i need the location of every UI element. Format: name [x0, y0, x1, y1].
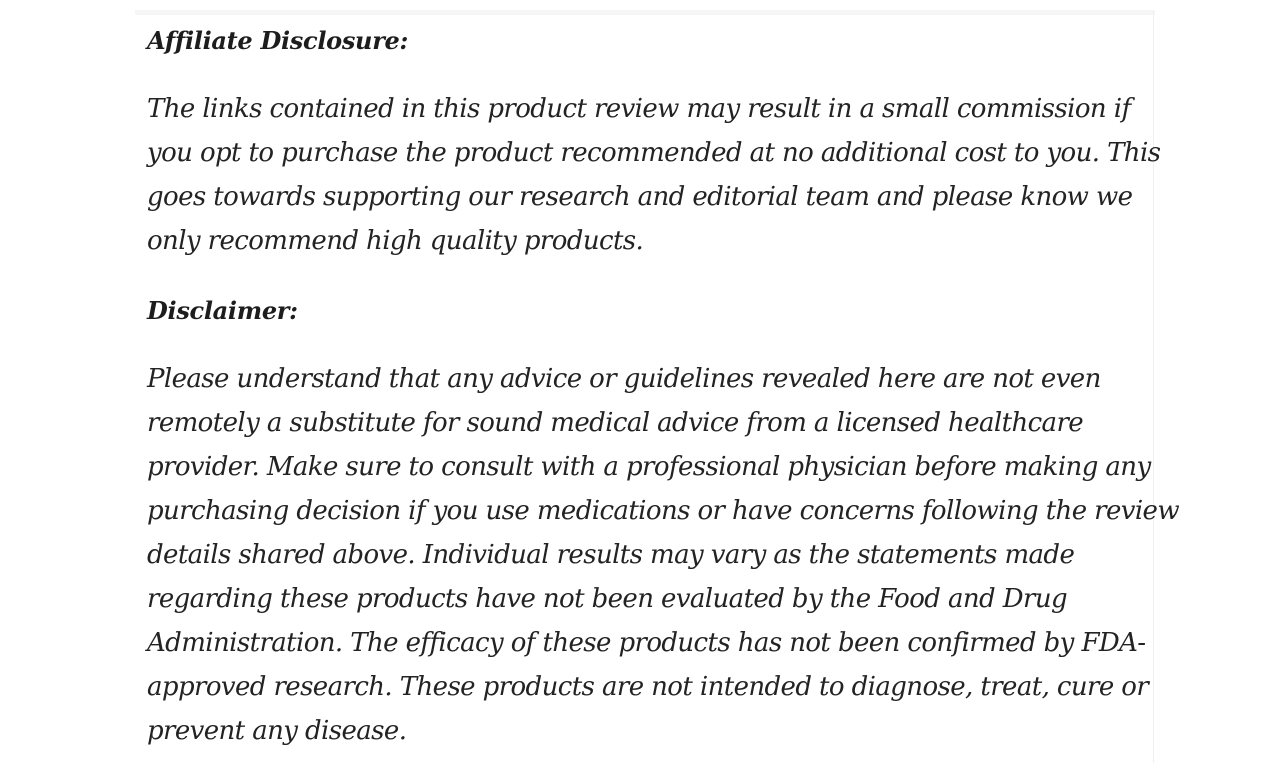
- disclosure-content-area: Affiliate Disclosure: The links containe…: [147, 0, 1180, 753]
- affiliate-disclosure-paragraph: The links contained in this product revi…: [147, 94, 1161, 256]
- disclaimer-heading: Disclaimer:: [147, 296, 298, 325]
- content-column-right-edge: [1153, 10, 1154, 763]
- disclaimer-paragraph: Please understand that any advice or gui…: [147, 364, 1180, 746]
- affiliate-disclosure-heading: Affiliate Disclosure:: [147, 26, 409, 55]
- cutoff-element-bottom-edge: [135, 10, 1155, 15]
